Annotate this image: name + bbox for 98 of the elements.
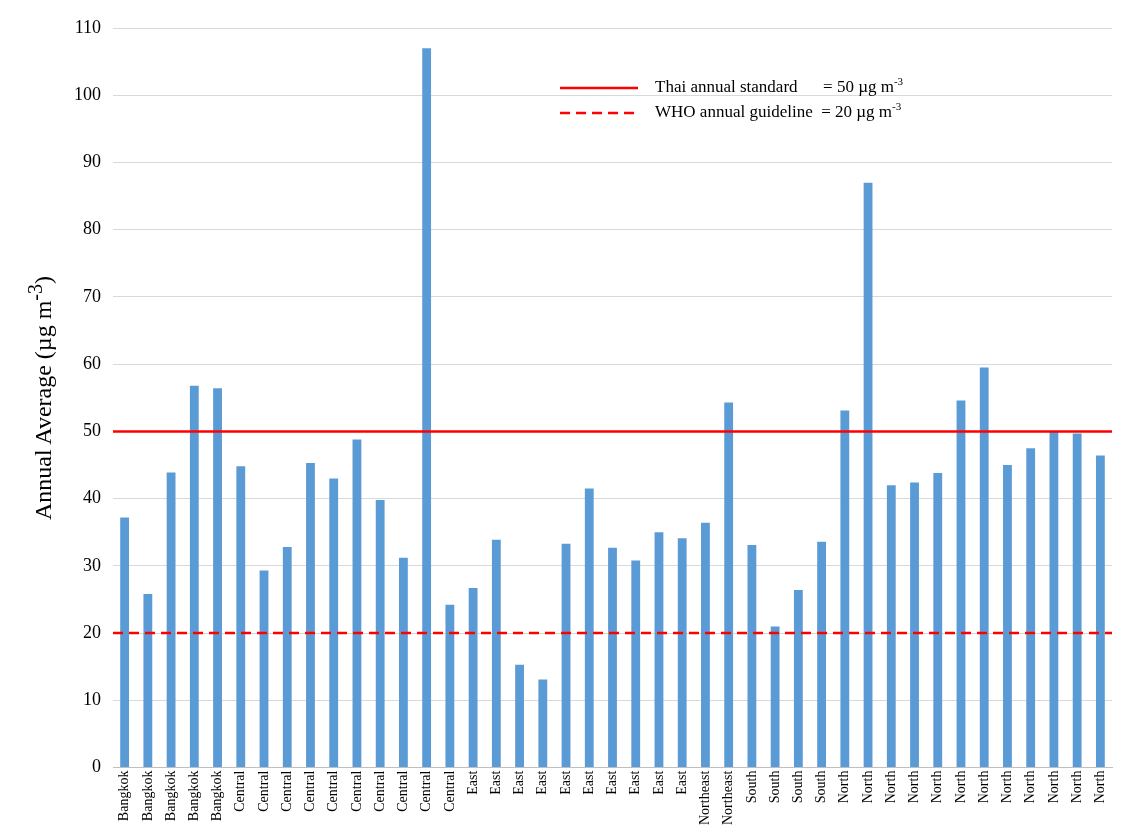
- bar: [747, 545, 757, 768]
- x-tick-label: East: [627, 770, 643, 795]
- bar: [236, 466, 246, 768]
- bar: [863, 182, 873, 768]
- x-tick-label: North: [882, 770, 898, 804]
- bar: [933, 473, 943, 768]
- x-tick-label: North: [929, 770, 945, 804]
- y-tick-label: 30: [83, 554, 101, 575]
- y-tick-label: 60: [83, 352, 101, 373]
- x-tick-label: North: [906, 770, 922, 804]
- x-tick-label: Bangkok: [116, 770, 132, 822]
- bar: [631, 560, 641, 768]
- x-tick-label: North: [1092, 770, 1108, 804]
- x-tick-label: South: [790, 770, 806, 804]
- bar: [468, 588, 478, 768]
- bar: [677, 538, 687, 768]
- y-tick-label: 110: [74, 16, 101, 37]
- bar: [886, 485, 896, 768]
- bar: [793, 590, 803, 768]
- x-tick-label: Central: [278, 770, 294, 812]
- bar: [1072, 433, 1082, 768]
- y-tick-label: 70: [83, 285, 101, 306]
- x-tick-label: East: [557, 770, 573, 795]
- x-tick-label: East: [650, 770, 666, 795]
- x-tick-label: East: [534, 770, 550, 795]
- x-tick-label: South: [813, 770, 829, 804]
- bar: [120, 517, 130, 768]
- y-tick-label: 100: [74, 83, 101, 104]
- x-tick-label: North: [1068, 770, 1084, 804]
- bar: [1095, 455, 1105, 768]
- x-tick-label: North: [952, 770, 968, 804]
- bar: [352, 439, 362, 768]
- bar: [538, 679, 548, 768]
- y-tick-label: 10: [83, 689, 101, 710]
- bar: [608, 547, 617, 768]
- x-tick-label: Bangkok: [185, 770, 201, 822]
- bar: [491, 539, 501, 768]
- x-tick-label: Northeast: [720, 770, 736, 826]
- x-tick-label: Central: [302, 770, 318, 812]
- bar: [398, 557, 408, 768]
- bar: [213, 388, 222, 768]
- bar: [724, 402, 734, 768]
- bar: [143, 594, 153, 768]
- x-tick-label: Central: [325, 770, 341, 812]
- x-tick-label: East: [673, 770, 689, 795]
- bar: [561, 543, 571, 768]
- x-tick-label: Central: [395, 770, 411, 812]
- x-tick-label: East: [604, 770, 620, 795]
- x-tick-label: Central: [232, 770, 248, 812]
- bar: [701, 522, 710, 768]
- bar: [840, 410, 850, 768]
- x-tick-label: Central: [348, 770, 364, 812]
- x-tick-label: South: [743, 770, 759, 804]
- bar: [445, 604, 455, 768]
- x-tick-label: East: [488, 770, 504, 795]
- bar: [422, 48, 432, 768]
- y-tick-label: 80: [83, 218, 101, 239]
- x-tick-label: Central: [418, 770, 434, 812]
- x-tick-label: North: [859, 770, 875, 804]
- x-tick-label: Bangkok: [139, 770, 155, 822]
- bar: [584, 488, 594, 768]
- y-tick-label: 50: [83, 420, 101, 441]
- x-tick-label: Bangkok: [162, 770, 178, 822]
- x-tick-label: Central: [441, 770, 457, 812]
- x-tick-label: East: [580, 770, 596, 795]
- x-tick-label: East: [464, 770, 480, 795]
- y-tick-label: 0: [92, 756, 101, 777]
- x-tick-label: North: [975, 770, 991, 804]
- bar: [259, 570, 269, 768]
- x-tick-label: Northeast: [697, 770, 713, 826]
- bar: [770, 626, 780, 768]
- x-tick-label: East: [511, 770, 527, 795]
- x-tick-label: Central: [371, 770, 387, 812]
- x-tick-label: South: [766, 770, 782, 804]
- y-tick-label: 40: [83, 487, 101, 508]
- bar: [375, 499, 385, 768]
- x-tick-label: North: [999, 770, 1015, 804]
- bar: [1049, 431, 1059, 768]
- bar: [306, 463, 315, 768]
- bar: [189, 385, 199, 768]
- bar: [282, 547, 292, 768]
- y-tick-label: 90: [83, 151, 101, 172]
- bar: [1026, 448, 1036, 768]
- bar: [910, 482, 919, 768]
- bar: [956, 400, 966, 768]
- x-tick-label: North: [1022, 770, 1038, 804]
- x-tick-label: North: [836, 770, 852, 804]
- bar: [979, 367, 989, 768]
- bar: [1003, 465, 1012, 768]
- x-tick-label: Central: [255, 770, 271, 812]
- bar: [654, 532, 664, 768]
- x-tick-label: Bangkok: [209, 770, 225, 822]
- bar: [329, 478, 339, 768]
- x-tick-label: North: [1045, 770, 1061, 804]
- y-tick-label: 20: [83, 621, 101, 642]
- bar: [166, 472, 176, 768]
- bar: [817, 541, 827, 768]
- bar: [515, 664, 524, 768]
